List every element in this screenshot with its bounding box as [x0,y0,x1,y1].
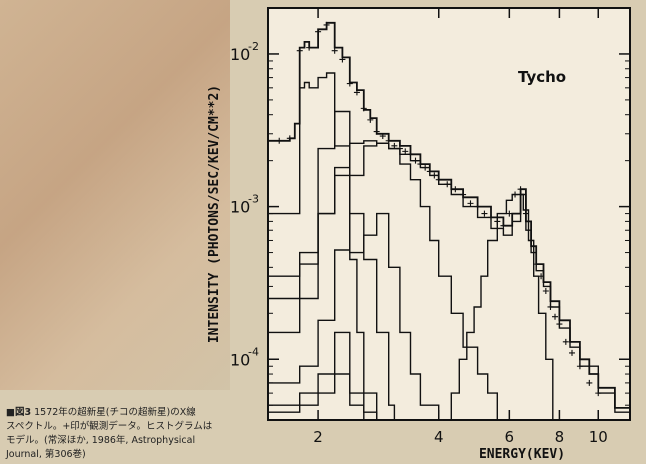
observed-data-point [379,133,386,140]
model-histogram-series [268,72,378,420]
observed-data-point [407,151,414,158]
caption-line-3: モデル。(常深ほか, 1986年, Astrophysical [6,435,196,446]
observed-data-point [276,137,283,144]
x-tick-label: 8 [555,428,565,446]
observed-data-point [528,237,535,244]
observed-data-point [500,222,507,229]
observed-data-point [506,210,513,217]
observed-data-point [331,47,338,54]
observed-data-point [435,176,442,183]
observed-data-point [481,210,488,217]
observed-data-point [373,128,380,135]
observed-data-point [512,191,519,198]
observed-data-point [586,379,593,386]
observed-data-point [426,168,433,175]
x-tick-label: 2 [313,428,323,446]
y-tick-exponent: -3 [248,193,259,206]
observed-data-point [552,313,559,320]
y-tick-label: 10 [230,350,250,369]
model-histogram-series [268,140,631,420]
x-axis-label: ENERGY(KEV) [479,447,565,462]
observed-data-point [494,218,501,225]
observed-data-point [595,390,602,397]
y-tick-exponent: -2 [248,40,259,53]
observed-data-point [460,191,467,198]
observed-data-point [367,116,374,123]
observed-data-point [576,363,583,370]
observed-data-point [562,338,569,345]
observed-data-point [444,181,451,188]
y-tick-exponent: -4 [248,345,259,358]
observed-data-point [323,21,330,28]
y-ticks: 10-410-310-2 [230,40,630,369]
chart-annotation-tycho: Tycho [518,68,566,86]
observed-data-point [306,44,313,51]
caption-text-1: 1572年の超新星(チコの超新星)のX線 [34,407,196,418]
observed-data-point [474,203,481,210]
observed-data-point [296,47,303,54]
y-tick-label: 10 [230,45,250,64]
observed-data-point [412,157,419,164]
observed-data-point [542,287,549,294]
observed-data-point [315,28,322,35]
y-tick-label: 10 [230,198,250,217]
observed-data-point [353,89,360,96]
figure-label: ■図3 [6,407,32,418]
observed-points [276,21,602,397]
observed-data-point [522,210,529,217]
observed-data-point [569,349,576,356]
model-histogram-series [268,373,411,421]
model-histograms [268,21,631,421]
observed-data-point [417,161,424,168]
caption-line-1: ■図3 1572年の超新星(チコの超新星)のX線 [6,406,221,420]
observed-data-point [391,142,398,149]
figure-caption: ■図3 1572年の超新星(チコの超新星)のX線 スペクトル。+印が観測データ。… [6,406,221,462]
model-histogram-series [268,21,631,420]
observed-data-point [533,261,540,268]
model-histogram-series [268,142,498,420]
observed-data-point [360,105,367,112]
observed-data-point [339,56,346,63]
x-tick-label: 6 [505,428,515,446]
observed-data-point [346,80,353,87]
observed-data-point [538,273,545,280]
x-tick-label: 4 [434,428,444,446]
observed-data-point [385,137,392,144]
observed-data-point [556,321,563,328]
caption-line-2: スペクトル。+印が観測データ。ヒストグラムは [6,421,213,432]
x-tick-label: 10 [589,428,608,446]
observed-data-point [517,186,524,193]
observed-data-point [286,135,293,142]
observed-data-point [422,164,429,171]
caption-line-4: Journal, 第306巻) [6,449,86,460]
observed-data-point [547,303,554,310]
observed-data-point [396,145,403,152]
observed-data-point [431,172,438,179]
observed-data-point [487,214,494,221]
background-photo [0,0,230,390]
observed-data-point [402,148,409,155]
observed-data-point [452,186,459,193]
observed-data-point [467,200,474,207]
model-histogram-series [443,193,554,421]
y-axis-label: INTENSITY (PHOTONS/SEC/KEV/CM**2) [207,85,222,343]
model-histogram-series [268,331,400,421]
